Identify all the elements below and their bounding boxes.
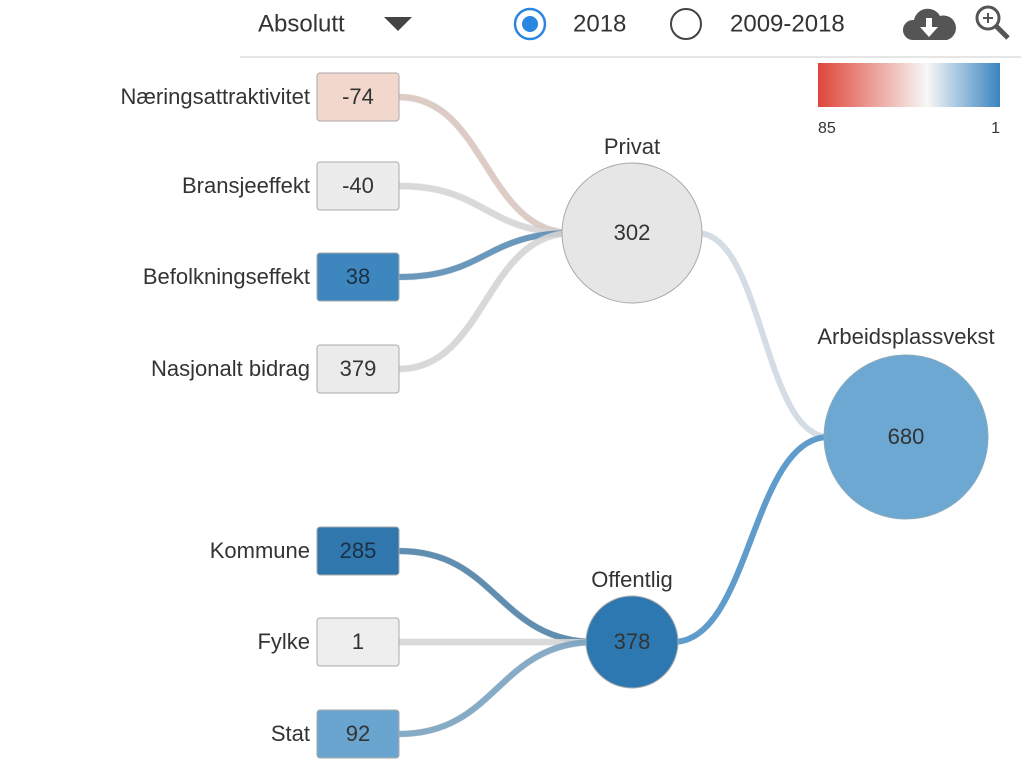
group-node [585,595,679,689]
dropdown-arrow[interactable] [384,17,412,31]
source-box [316,161,400,211]
source-box [316,252,400,302]
option-label[interactable]: 2009-2018 [730,10,845,37]
legend-max: 1 [991,120,1000,137]
option-label[interactable]: 2018 [573,10,626,37]
source-label: Fylke [257,629,310,654]
link [398,548,597,645]
radio-2018[interactable] [513,7,547,41]
link [398,230,573,280]
source-value: 379 [340,356,377,381]
source-value: 92 [346,721,370,746]
source-value: 285 [340,538,377,563]
source-label: Befolkningseffekt [143,264,310,289]
source-box [316,526,400,576]
legend-min: 85 [818,120,836,137]
source-box [316,709,400,759]
source-value: 1 [352,629,364,654]
source-value: 38 [346,264,370,289]
source-box [316,72,400,122]
source-label: Nasjonalt bidrag [151,356,310,381]
radio-dot [522,16,538,32]
source-label: Stat [271,721,310,746]
link [398,183,573,236]
link [398,230,573,372]
link-edge [398,547,597,646]
link-edge [398,93,573,237]
link [398,639,597,737]
source-box [316,617,400,667]
dropdown[interactable]: Absolutt [258,10,345,37]
legend-gradient [818,63,1000,107]
source-label: Næringsattraktivitet [120,84,310,109]
download-icon[interactable] [902,8,956,40]
link-edge [398,182,573,237]
source-box [316,344,400,394]
group-node [561,162,703,304]
link-edge [398,638,597,738]
source-value: -40 [342,173,374,198]
link-edge [398,229,573,281]
link [398,94,573,236]
zoom-icon[interactable] [975,5,1010,40]
group-value: 378 [614,629,651,654]
total-node [823,354,989,520]
group-label: Offentlig [591,567,673,592]
link [672,434,830,645]
group-value: 302 [614,220,651,245]
source-label: Bransjeeffekt [182,173,310,198]
total-value: 680 [888,424,925,449]
link-edge [398,229,573,373]
link [696,230,830,440]
source-label: Kommune [210,538,310,563]
source-value: -74 [342,84,374,109]
total-label: Arbeidsplassvekst [817,324,994,349]
group-label: Privat [604,134,660,159]
radio-range[interactable] [670,8,702,40]
